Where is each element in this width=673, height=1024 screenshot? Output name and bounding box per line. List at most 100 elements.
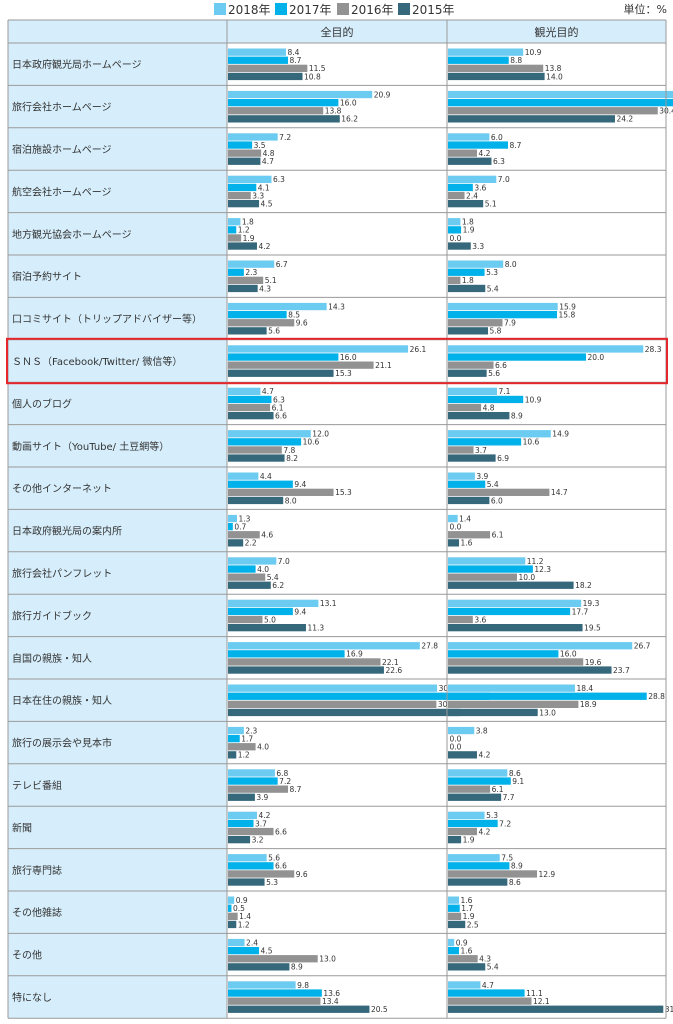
legend-item-2018: 2018年 <box>214 3 271 17</box>
bar-2017年 <box>228 989 322 997</box>
data-label: 23.7 <box>613 666 630 675</box>
data-label: 19.6 <box>585 658 602 667</box>
data-label: 3.3 <box>252 191 264 200</box>
bar-2015年 <box>228 454 285 462</box>
data-label: 1.6 <box>461 947 473 956</box>
bar-2015年 <box>448 708 538 717</box>
bar-2018年 <box>448 48 524 56</box>
data-label: 4.0 <box>257 743 269 752</box>
data-label: 5.0 <box>264 615 276 624</box>
bar-2017年 <box>448 353 586 361</box>
bar-2017年 <box>228 650 345 658</box>
data-label: 27.8 <box>421 642 438 651</box>
bar-2016年 <box>448 319 503 327</box>
bar-2018年 <box>448 854 500 862</box>
bar-2017年 <box>448 904 460 912</box>
bar-2018年 <box>448 175 497 183</box>
data-label: 10.6 <box>523 438 540 447</box>
data-label: 20.0 <box>588 353 605 362</box>
bar-2016年 <box>228 234 242 242</box>
data-label: 6.7 <box>276 260 288 269</box>
category-label: 地方観光協会ホームページ <box>12 228 132 241</box>
data-label: 7.8 <box>283 446 295 455</box>
bar-2016年 <box>228 615 263 624</box>
data-label: 0.0 <box>450 743 462 752</box>
bar-2017年 <box>448 268 485 276</box>
bar-2016年 <box>228 743 256 751</box>
bar-2017年 <box>228 268 244 276</box>
bar-2018年 <box>228 133 278 141</box>
bar-2018年 <box>228 218 241 226</box>
bar-2018年 <box>228 387 261 395</box>
data-label: 5.1 <box>265 276 277 285</box>
data-label: 4.3 <box>479 955 491 964</box>
data-label: 1.2 <box>238 226 250 235</box>
bar-2017年 <box>448 141 509 149</box>
data-label: 21.1 <box>375 361 392 370</box>
bar-2016年 <box>228 827 274 836</box>
bar-2018年 <box>228 345 409 353</box>
legend-label-2018: 2018年 <box>228 3 271 17</box>
bar-2018年 <box>228 726 244 735</box>
data-label: 6.6 <box>495 361 507 370</box>
bar-2018年 <box>448 726 475 735</box>
data-label: 9.1 <box>512 777 524 786</box>
data-label: 6.1 <box>492 531 504 540</box>
bar-2015年 <box>448 878 508 886</box>
bar-2015年 <box>228 793 255 801</box>
bar-2015年 <box>448 284 486 293</box>
category-label: 個人のブログ <box>12 397 72 410</box>
bar-2015年 <box>228 115 340 123</box>
data-label: 3.2 <box>252 836 264 845</box>
bar-2016年 <box>448 870 538 878</box>
category-label: 旅行ガイドブック <box>12 609 92 622</box>
data-label: 22.6 <box>385 666 402 675</box>
data-label: 4.1 <box>258 183 270 192</box>
bar-2016年 <box>228 658 381 666</box>
data-label: 18.9 <box>580 700 597 709</box>
data-label: 5.4 <box>487 284 499 293</box>
data-label: 16.2 <box>341 115 358 124</box>
data-label: 9.6 <box>296 319 308 328</box>
legend-swatch-2016 <box>337 3 349 15</box>
data-label: 8.9 <box>511 862 523 871</box>
data-label: 7.9 <box>504 319 516 328</box>
category-label: ＳＮＳ（Facebook/Twitter/ 微信等） <box>12 355 182 368</box>
data-label: 7.7 <box>503 793 515 802</box>
category-label: 旅行会社パンフレット <box>12 567 112 580</box>
data-label: 10.6 <box>303 438 320 447</box>
bar-2018年 <box>228 981 296 989</box>
bar-2016年 <box>448 488 550 496</box>
data-label: 11.2 <box>527 557 544 566</box>
bar-2018年 <box>228 260 275 268</box>
legend-item-2015: 2015年 <box>398 3 455 17</box>
bar-2018年 <box>448 642 633 650</box>
data-label: 16.9 <box>346 650 363 659</box>
data-label: 7.0 <box>498 175 510 184</box>
data-label: 20.5 <box>371 1005 388 1014</box>
data-label: 24.2 <box>616 115 633 124</box>
data-label: 14.0 <box>546 72 563 81</box>
bar-2016年 <box>228 785 289 793</box>
data-label: 1.4 <box>459 514 471 523</box>
data-label: 8.7 <box>290 785 302 794</box>
data-label: 6.3 <box>493 157 505 166</box>
bar-2016年 <box>448 64 544 72</box>
data-label: 7.2 <box>279 777 291 786</box>
bar-2017年 <box>448 56 509 64</box>
data-label: 22.1 <box>382 658 399 667</box>
data-label: 31.2 <box>665 1005 673 1014</box>
data-label: 5.3 <box>266 878 278 887</box>
bar-2017年 <box>228 183 257 192</box>
legend-label-2015: 2015年 <box>412 3 455 17</box>
data-label: 6.2 <box>272 581 284 590</box>
bar-2015年 <box>448 539 460 547</box>
data-label: 9.8 <box>297 981 309 990</box>
bar-2017年 <box>228 735 240 743</box>
bar-2015年 <box>228 200 260 208</box>
data-label: 15.8 <box>559 311 576 320</box>
data-label: 5.1 <box>485 200 497 209</box>
data-label: 3.3 <box>472 242 484 251</box>
bar-2015年 <box>448 72 545 81</box>
bar-2017年 <box>448 777 511 785</box>
